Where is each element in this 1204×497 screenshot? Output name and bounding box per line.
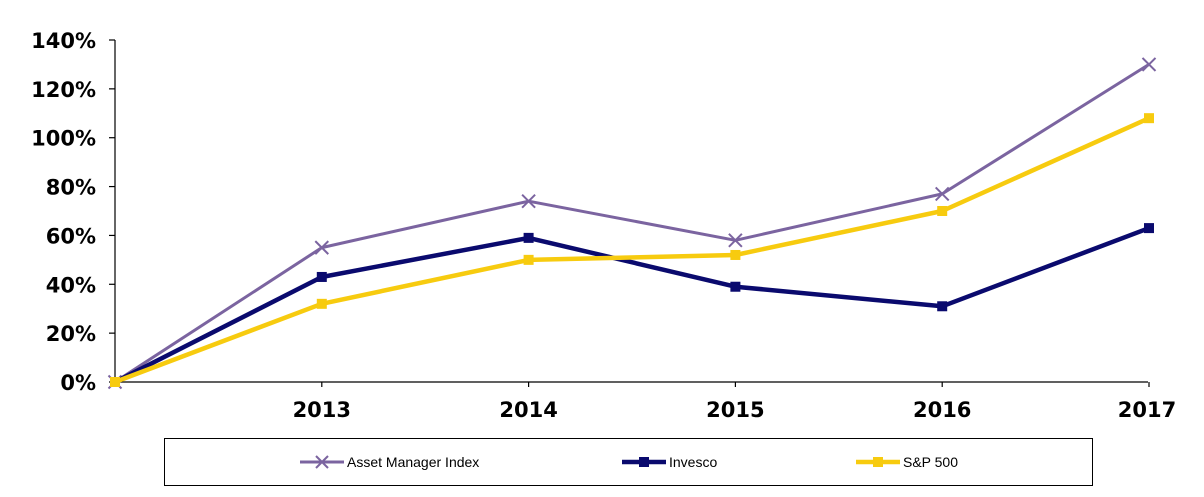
data-point bbox=[1144, 113, 1154, 124]
series-1 bbox=[110, 223, 1154, 387]
series-0 bbox=[107, 57, 1157, 390]
y-axis: 0% 20% 40% 60% 80% 100% 120% 140% bbox=[31, 29, 116, 395]
x-axis: 2013 2014 2015 2016 2017 bbox=[114, 381, 1176, 422]
legend-swatch-marker bbox=[873, 457, 883, 467]
y-tick-label: 140% bbox=[31, 29, 96, 53]
data-point bbox=[523, 254, 534, 265]
y-tick-label: 80% bbox=[46, 176, 96, 200]
data-point bbox=[316, 298, 327, 309]
data-point bbox=[523, 232, 534, 243]
y-tick-label: 40% bbox=[46, 273, 96, 297]
data-point bbox=[730, 281, 741, 292]
series-line bbox=[113, 225, 1150, 385]
legend-item: Invesco bbox=[622, 454, 717, 470]
y-tick-label: 20% bbox=[46, 322, 96, 346]
data-point bbox=[110, 377, 120, 387]
x-tick-label: 2016 bbox=[913, 398, 971, 422]
data-point bbox=[728, 233, 743, 248]
y-tick-label: 60% bbox=[46, 224, 96, 248]
legend-label: S&P 500 bbox=[903, 454, 958, 470]
y-tick-label: 100% bbox=[31, 127, 96, 151]
series-line bbox=[114, 63, 1150, 384]
series-layer bbox=[107, 57, 1157, 390]
data-point bbox=[730, 249, 741, 260]
x-tick-label: 2015 bbox=[706, 398, 764, 422]
legend-swatch-marker bbox=[639, 457, 649, 467]
x-tick-label: 2017 bbox=[1118, 398, 1176, 422]
y-tick-label: 120% bbox=[31, 78, 96, 102]
data-point bbox=[937, 206, 948, 216]
series-line bbox=[114, 116, 1150, 385]
data-point bbox=[1141, 57, 1157, 72]
legend-item: S&P 500 bbox=[856, 454, 958, 470]
x-tick-label: 2014 bbox=[499, 398, 557, 422]
y-tick-label: 0% bbox=[60, 371, 96, 395]
data-point bbox=[1144, 223, 1154, 234]
data-point bbox=[314, 240, 330, 255]
data-point bbox=[521, 194, 536, 209]
data-point bbox=[934, 186, 950, 202]
legend-item: Asset Manager Index bbox=[300, 454, 479, 470]
series-2 bbox=[110, 113, 1154, 387]
legend-swatch-marker bbox=[315, 455, 329, 469]
x-tick-label: 2013 bbox=[293, 398, 351, 422]
data-point bbox=[316, 271, 327, 282]
legend-label: Asset Manager Index bbox=[347, 454, 479, 470]
legend-label: Invesco bbox=[669, 454, 717, 470]
data-point bbox=[937, 301, 948, 312]
legend: Asset Manager Index Invesco S&P 500 bbox=[164, 438, 1093, 486]
